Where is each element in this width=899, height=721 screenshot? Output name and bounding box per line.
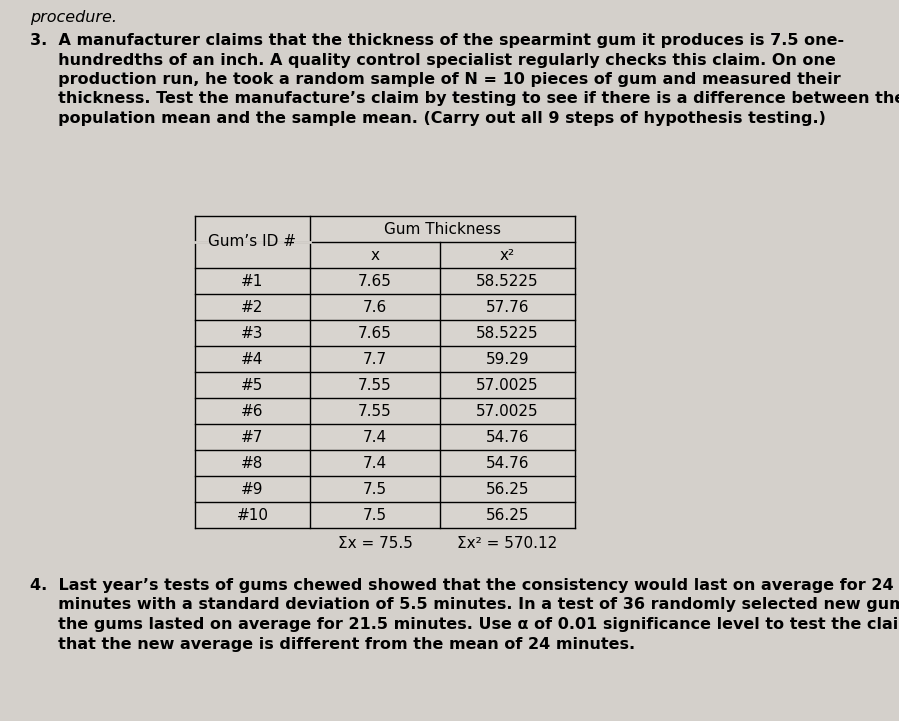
Text: #3: #3 [241,325,263,340]
Text: #8: #8 [241,456,263,471]
Text: population mean and the sample mean. (Carry out all 9 steps of hypothesis testin: population mean and the sample mean. (Ca… [30,111,826,126]
Text: #1: #1 [241,273,263,288]
Text: 56.25: 56.25 [485,508,530,523]
Bar [195,216,575,528]
Text: 59.29: 59.29 [485,352,530,366]
Text: Gum’s ID #: Gum’s ID # [209,234,297,249]
Text: 57.0025: 57.0025 [476,404,539,418]
Text: 7.65: 7.65 [358,273,392,288]
Text: hundredths of an inch. A quality control specialist regularly checks this claim.: hundredths of an inch. A quality control… [30,53,836,68]
Text: 7.55: 7.55 [358,404,392,418]
Text: 57.76: 57.76 [485,299,530,314]
Text: 58.5225: 58.5225 [476,273,539,288]
Text: #4: #4 [241,352,263,366]
Text: 58.5225: 58.5225 [476,325,539,340]
Text: 56.25: 56.25 [485,482,530,497]
Text: #2: #2 [241,299,263,314]
Text: 3.  A manufacturer claims that the thickness of the spearmint gum it produces is: 3. A manufacturer claims that the thickn… [30,33,844,48]
Text: thickness. Test the manufacture’s claim by testing to see if there is a differen: thickness. Test the manufacture’s claim … [30,92,899,107]
Text: 7.4: 7.4 [363,430,387,445]
Text: procedure.: procedure. [30,10,117,25]
Text: #6: #6 [241,404,263,418]
Text: Σx² = 570.12: Σx² = 570.12 [458,536,557,551]
Text: 54.76: 54.76 [485,430,530,445]
Text: #10: #10 [236,508,269,523]
Text: that the new average is different from the mean of 24 minutes.: that the new average is different from t… [30,637,635,652]
Text: 54.76: 54.76 [485,456,530,471]
Text: 7.7: 7.7 [363,352,387,366]
Text: 4.  Last year’s tests of gums chewed showed that the consistency would last on a: 4. Last year’s tests of gums chewed show… [30,578,894,593]
Text: 7.6: 7.6 [363,299,387,314]
Text: Gum Thickness: Gum Thickness [384,221,501,236]
Text: production run, he took a random sample of N = 10 pieces of gum and measured the: production run, he took a random sample … [30,72,841,87]
Text: 7.5: 7.5 [363,508,387,523]
Text: x: x [370,247,379,262]
Text: minutes with a standard deviation of 5.5 minutes. In a test of 36 randomly selec: minutes with a standard deviation of 5.5… [30,598,899,613]
Text: 7.65: 7.65 [358,325,392,340]
Text: #5: #5 [241,378,263,392]
Text: x²: x² [500,247,515,262]
Text: #7: #7 [241,430,263,445]
Text: 7.4: 7.4 [363,456,387,471]
Text: 7.55: 7.55 [358,378,392,392]
Text: 57.0025: 57.0025 [476,378,539,392]
Text: Σx = 75.5: Σx = 75.5 [337,536,413,551]
Text: 7.5: 7.5 [363,482,387,497]
Text: the gums lasted on average for 21.5 minutes. Use α of 0.01 significance level to: the gums lasted on average for 21.5 minu… [30,617,899,632]
Text: #9: #9 [241,482,263,497]
